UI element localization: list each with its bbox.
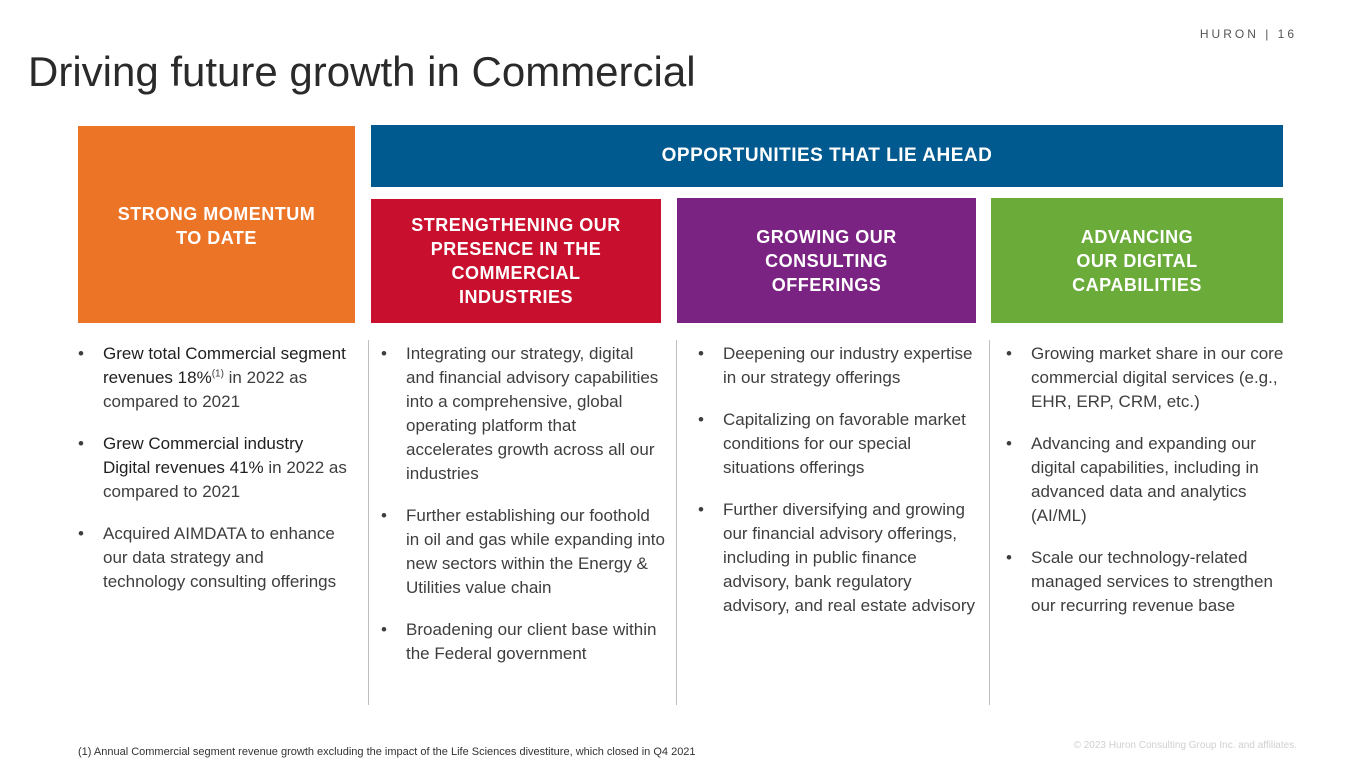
momentum-bullets: Grew total Commercial segment revenues 1… [78, 342, 350, 612]
list-item: Further diversifying and growing our fin… [698, 498, 980, 618]
footnote-marker: (1) [211, 368, 224, 380]
momentum-line: TO DATE [176, 228, 257, 248]
column-divider [676, 340, 677, 705]
digital-bullets: Growing market share in our core commerc… [1006, 342, 1288, 636]
strengthening-line: STRENGTHENING OUR [411, 215, 621, 235]
copyright: © 2023 Huron Consulting Group Inc. and a… [1073, 740, 1297, 751]
bullet-highlight: Grew Commercial industry Digital revenue… [103, 434, 304, 477]
strong-momentum-box: STRONG MOMENTUM TO DATE [78, 126, 355, 323]
strengthening-box: STRENGTHENING OUR PRESENCE IN THE COMMER… [371, 199, 661, 323]
strengthening-line: COMMERCIAL [451, 263, 581, 283]
strengthening-line: INDUSTRIES [458, 287, 573, 307]
momentum-line: STRONG MOMENTUM [117, 204, 316, 224]
list-item: Broadening our client base within the Fe… [381, 618, 666, 666]
column-divider [368, 340, 369, 705]
growing-consulting-box: GROWING OUR CONSULTING OFFERINGS [677, 198, 976, 323]
digital-line: CAPABILITIES [1072, 274, 1202, 295]
growing-line: CONSULTING [765, 250, 888, 271]
digital-line: OUR DIGITAL [1076, 250, 1198, 271]
list-item: Further establishing our foothold in oil… [381, 504, 666, 600]
bullet-text: in 2022 as compared to 2021 [103, 458, 347, 501]
list-item: Capitalizing on favorable market conditi… [698, 408, 980, 480]
list-item: Integrating our strategy, digital and fi… [381, 342, 666, 486]
advancing-digital-box: ADVANCING OUR DIGITAL CAPABILITIES [991, 198, 1283, 323]
page-title: Driving future growth in Commercial [28, 48, 696, 95]
growing-line: OFFERINGS [771, 274, 882, 295]
growing-bullets: Deepening our industry expertise in our … [698, 342, 980, 636]
growing-line: GROWING OUR [756, 226, 897, 247]
list-item: Acquired AIMDATA to enhance our data str… [78, 522, 350, 594]
column-divider [989, 340, 990, 705]
bullet-highlight: Grew total Commercial segment revenues 1… [103, 344, 346, 387]
footnote: (1) Annual Commercial segment revenue gr… [78, 746, 696, 758]
list-item: Advancing and expanding our digital capa… [1006, 432, 1288, 528]
bullet-text: in 2022 as compared to 2021 [103, 368, 308, 411]
strengthening-line: PRESENCE IN THE [430, 239, 602, 259]
opportunities-banner: OPPORTUNITIES THAT LIE AHEAD [371, 125, 1283, 187]
list-item: Growing market share in our core commerc… [1006, 342, 1288, 414]
list-item: Scale our technology-related managed ser… [1006, 546, 1288, 618]
list-item: Deepening our industry expertise in our … [698, 342, 980, 390]
digital-line: ADVANCING [1080, 226, 1194, 247]
list-item: Grew Commercial industry Digital revenue… [78, 432, 350, 504]
list-item: Grew total Commercial segment revenues 1… [78, 342, 350, 414]
strengthening-bullets: Integrating our strategy, digital and fi… [381, 342, 666, 684]
brand-page-number: HURON | 16 [1199, 27, 1297, 41]
